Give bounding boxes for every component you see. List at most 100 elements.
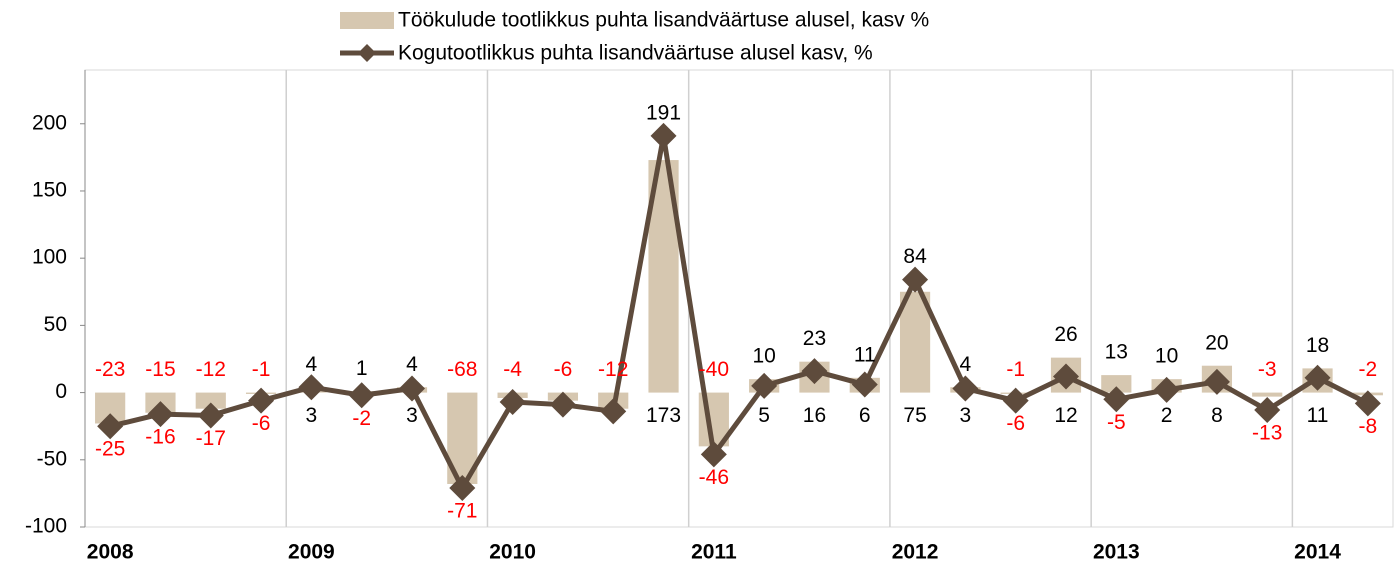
x-tick-label: 2008	[87, 541, 134, 564]
line-marker	[600, 398, 627, 425]
data-label: 84	[903, 245, 927, 268]
data-label: 191	[646, 101, 681, 124]
x-tick-label: 2013	[1093, 541, 1140, 564]
data-label: 10	[752, 345, 775, 368]
legend-label: Kogutootlikkus puhta lisandväärtuse alus…	[398, 42, 873, 65]
line-marker	[147, 401, 174, 428]
data-label: 20	[1205, 331, 1228, 354]
y-tick-label: -100	[25, 515, 67, 538]
line-marker	[801, 358, 828, 385]
y-tick-label: 100	[32, 246, 67, 269]
data-label: 8	[1211, 404, 1223, 427]
data-label: -1	[1006, 358, 1025, 381]
line-marker	[700, 441, 727, 468]
line-marker	[449, 475, 476, 502]
data-label: -17	[196, 427, 226, 450]
y-tick-label: 50	[44, 313, 67, 336]
line-marker	[197, 402, 224, 429]
data-label: -12	[196, 358, 226, 381]
line-marker	[751, 372, 778, 399]
line-marker	[1153, 376, 1180, 403]
data-label: -13	[1252, 422, 1282, 445]
data-label: 2	[1161, 404, 1173, 427]
line-marker	[1354, 390, 1381, 417]
line-marker	[298, 374, 325, 401]
x-tick-label: 2012	[892, 541, 939, 564]
bar	[1101, 375, 1132, 393]
line-marker	[1103, 386, 1130, 413]
data-label: -23	[95, 358, 125, 381]
data-label: 75	[903, 404, 926, 427]
data-label: -6	[554, 358, 573, 381]
data-label: -6	[252, 412, 271, 435]
line-marker	[549, 391, 576, 418]
data-label: 18	[1306, 334, 1329, 357]
data-label: 26	[1054, 323, 1077, 346]
line-marker	[851, 371, 878, 398]
data-label: -46	[699, 466, 729, 489]
data-label: 12	[1054, 404, 1077, 427]
line-marker	[1053, 363, 1079, 390]
data-label: -2	[352, 407, 371, 430]
data-label: 173	[646, 404, 681, 427]
line-marker	[1254, 397, 1281, 424]
data-label: -1	[252, 358, 271, 381]
line-marker	[952, 375, 979, 402]
legend-label: Töökulude tootlikkus puhta lisandväärtus…	[398, 9, 929, 32]
data-label: 16	[803, 404, 826, 427]
line-marker	[1002, 387, 1029, 414]
data-label: -4	[503, 358, 522, 381]
x-tick-label: 2014	[1294, 541, 1341, 564]
data-label: -40	[699, 358, 729, 381]
data-label: 11	[854, 343, 876, 366]
data-label: 11	[1307, 404, 1329, 427]
bar	[195, 392, 226, 409]
line-marker	[399, 375, 425, 402]
data-label: 6	[859, 404, 871, 427]
bar	[899, 291, 931, 393]
data-label: -16	[145, 426, 175, 449]
data-label: 10	[1155, 345, 1178, 368]
plot-border	[84, 69, 1394, 528]
data-label: -15	[145, 358, 175, 381]
legend-swatch	[340, 12, 394, 29]
line-marker	[348, 382, 375, 409]
data-label: 4	[306, 353, 318, 376]
line-marker	[902, 266, 929, 293]
line-marker	[1203, 368, 1230, 395]
line-marker	[248, 387, 275, 414]
data-label: 13	[1105, 341, 1128, 364]
data-label: 5	[758, 404, 770, 427]
line-marker	[1304, 364, 1331, 391]
x-tick-label: 2010	[489, 541, 536, 564]
line	[109, 133, 1369, 491]
data-label: -8	[1359, 415, 1378, 438]
data-label: -3	[1258, 358, 1277, 381]
data-label: -71	[447, 500, 477, 523]
data-label: 1	[356, 357, 368, 380]
data-label: -12	[598, 358, 628, 381]
data-label: 23	[803, 327, 826, 350]
data-label: 4	[406, 353, 418, 376]
data-label: -68	[447, 358, 477, 381]
data-label: 4	[960, 353, 972, 376]
data-label: -5	[1107, 411, 1126, 434]
line-marker	[499, 388, 526, 415]
data-label: -25	[95, 438, 125, 461]
x-tick-label: 2009	[288, 541, 335, 564]
y-tick-label: -50	[37, 447, 67, 470]
y-tick-label: 200	[32, 111, 67, 134]
data-label: -6	[1006, 412, 1025, 435]
line-marker	[650, 122, 677, 149]
y-tick-label: 0	[55, 380, 67, 403]
bar	[1252, 392, 1283, 397]
y-tick-label: 150	[32, 179, 67, 202]
x-tick-label: 2011	[691, 541, 737, 564]
data-label: 3	[306, 404, 318, 427]
line-marker	[97, 413, 124, 440]
data-label: 3	[406, 404, 418, 427]
legend-marker	[358, 44, 376, 62]
data-label: -2	[1359, 358, 1378, 381]
data-label: 3	[960, 404, 972, 427]
